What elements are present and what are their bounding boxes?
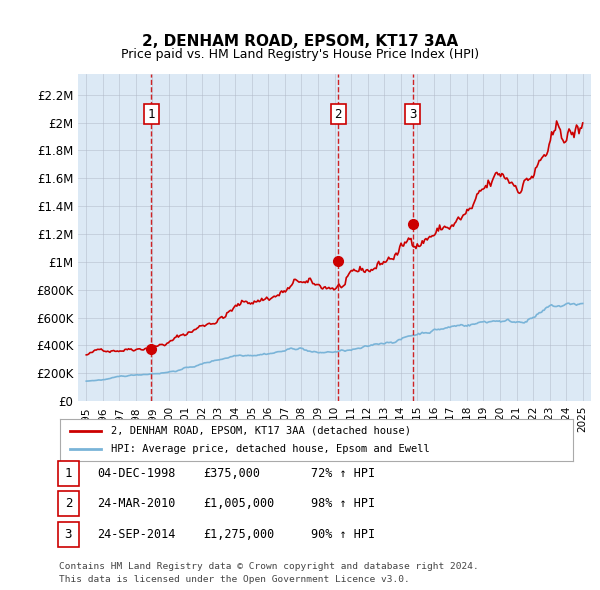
Text: £375,000: £375,000 [203, 467, 260, 480]
Text: Contains HM Land Registry data © Crown copyright and database right 2024.: Contains HM Land Registry data © Crown c… [59, 562, 479, 571]
Text: £1,275,000: £1,275,000 [203, 528, 274, 541]
Text: 72% ↑ HPI: 72% ↑ HPI [311, 467, 375, 480]
Text: 2: 2 [335, 107, 342, 121]
Text: 3: 3 [65, 528, 72, 541]
Text: 1: 1 [148, 107, 155, 121]
Text: 98% ↑ HPI: 98% ↑ HPI [311, 497, 375, 510]
Text: 2: 2 [65, 497, 72, 510]
Text: This data is licensed under the Open Government Licence v3.0.: This data is licensed under the Open Gov… [59, 575, 410, 584]
Text: 2, DENHAM ROAD, EPSOM, KT17 3AA: 2, DENHAM ROAD, EPSOM, KT17 3AA [142, 34, 458, 49]
Text: 24-MAR-2010: 24-MAR-2010 [97, 497, 176, 510]
Text: 1: 1 [65, 467, 72, 480]
FancyBboxPatch shape [58, 522, 79, 547]
Text: 3: 3 [409, 107, 416, 121]
Text: 90% ↑ HPI: 90% ↑ HPI [311, 528, 375, 541]
FancyBboxPatch shape [58, 461, 79, 486]
Text: 2, DENHAM ROAD, EPSOM, KT17 3AA (detached house): 2, DENHAM ROAD, EPSOM, KT17 3AA (detache… [112, 426, 412, 436]
Text: 04-DEC-1998: 04-DEC-1998 [97, 467, 176, 480]
Text: 24-SEP-2014: 24-SEP-2014 [97, 528, 176, 541]
Text: HPI: Average price, detached house, Epsom and Ewell: HPI: Average price, detached house, Epso… [112, 444, 430, 454]
Text: Price paid vs. HM Land Registry's House Price Index (HPI): Price paid vs. HM Land Registry's House … [121, 48, 479, 61]
FancyBboxPatch shape [58, 491, 79, 516]
Text: £1,005,000: £1,005,000 [203, 497, 274, 510]
